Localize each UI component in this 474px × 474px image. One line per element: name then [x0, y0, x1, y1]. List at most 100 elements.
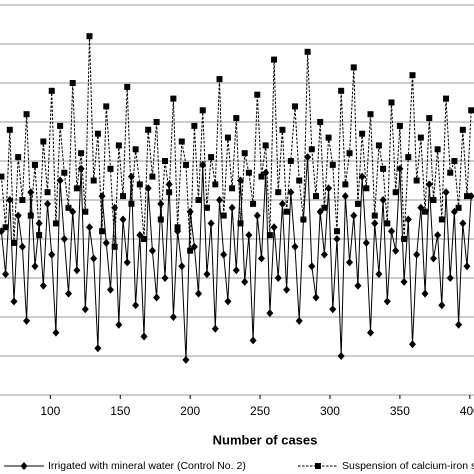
marker: [304, 48, 311, 55]
marker: [338, 87, 345, 94]
marker: [316, 207, 324, 216]
marker: [401, 236, 408, 242]
marker: [317, 119, 324, 125]
marker: [107, 165, 114, 172]
marker: [295, 316, 303, 325]
marker: [442, 188, 450, 197]
marker: [52, 220, 59, 227]
marker: [329, 305, 337, 314]
marker: [434, 146, 441, 153]
marker: [254, 91, 261, 98]
marker: [346, 258, 354, 267]
x-axis-label: Number of cases: [213, 432, 318, 447]
marker: [2, 224, 9, 231]
marker: [132, 146, 139, 153]
marker: [421, 289, 429, 298]
marker: [132, 301, 140, 310]
marker: [380, 165, 387, 172]
marker: [178, 262, 186, 271]
marker: [102, 238, 110, 247]
marker: [396, 164, 404, 173]
marker: [40, 138, 47, 145]
marker: [362, 238, 370, 247]
legend-marker: [20, 462, 28, 470]
marker: [363, 185, 370, 192]
marker: [329, 161, 336, 168]
marker: [90, 177, 97, 184]
marker: [77, 164, 85, 173]
marker: [308, 146, 315, 153]
marker: [321, 204, 328, 211]
marker: [341, 192, 349, 201]
marker: [375, 270, 383, 279]
marker: [98, 192, 106, 201]
marker: [291, 242, 299, 251]
marker: [10, 297, 18, 306]
marker: [94, 344, 102, 353]
marker: [429, 254, 437, 263]
marker: [233, 115, 240, 122]
marker: [73, 185, 80, 192]
marker: [464, 193, 471, 200]
marker: [409, 72, 416, 79]
marker: [73, 266, 81, 275]
marker: [216, 76, 223, 83]
marker: [124, 83, 131, 90]
marker: [115, 142, 122, 149]
marker: [90, 254, 98, 263]
marker: [148, 246, 156, 255]
legend-label: Irrigated with mineral water (Control No…: [48, 460, 246, 472]
marker: [187, 247, 194, 254]
marker: [405, 154, 412, 161]
marker: [346, 150, 353, 157]
series: [0, 153, 474, 364]
marker: [161, 274, 169, 282]
marker: [31, 262, 39, 271]
marker: [358, 172, 366, 181]
marker: [396, 122, 403, 129]
marker: [320, 250, 328, 259]
marker: [57, 122, 64, 129]
marker: [430, 197, 437, 203]
marker: [207, 219, 215, 228]
marker: [120, 193, 127, 200]
marker: [266, 309, 274, 318]
marker: [404, 215, 412, 224]
x-tick-label: 100: [40, 404, 60, 418]
marker: [85, 223, 93, 232]
marker: [313, 193, 319, 200]
marker: [136, 181, 143, 188]
marker: [438, 216, 445, 223]
marker: [350, 211, 358, 220]
marker: [157, 216, 164, 223]
x-tick-label: 350: [390, 404, 410, 418]
marker: [111, 243, 118, 250]
marker: [115, 320, 123, 329]
marker: [69, 80, 76, 86]
marker: [56, 176, 64, 185]
marker: [359, 130, 366, 137]
marker: [119, 215, 127, 224]
marker: [337, 352, 345, 360]
marker: [459, 126, 466, 133]
marker: [275, 189, 282, 196]
marker: [287, 158, 294, 164]
marker: [383, 297, 391, 306]
marker: [94, 130, 101, 137]
marker: [392, 246, 400, 255]
marker: [459, 219, 467, 228]
marker: [446, 274, 454, 282]
marker: [287, 188, 295, 197]
marker: [208, 154, 215, 161]
marker: [127, 172, 135, 181]
marker: [241, 150, 248, 157]
marker: [236, 176, 244, 185]
marker: [413, 250, 421, 259]
marker: [61, 169, 68, 176]
marker: [144, 184, 152, 193]
x-tick-label: 400: [460, 404, 474, 418]
marker: [220, 250, 228, 259]
marker: [447, 169, 454, 176]
marker: [262, 142, 269, 149]
marker: [292, 103, 299, 110]
